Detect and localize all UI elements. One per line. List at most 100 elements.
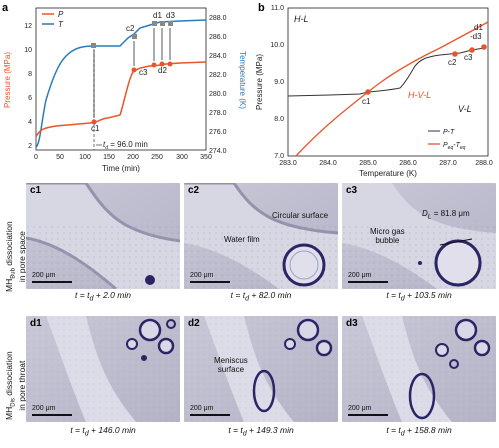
y-tick: 2 bbox=[28, 143, 32, 150]
region-hvl: H-V-L bbox=[408, 90, 431, 100]
svg-text:11.0: 11.0 bbox=[271, 5, 284, 12]
svg-text:288.0: 288.0 bbox=[475, 160, 493, 167]
label-c3: c3 bbox=[139, 68, 148, 77]
scale-bar bbox=[32, 281, 72, 283]
panel-a-right-ticks: 274.0 276.0 278.0 280.0 282.0 284.0 286.… bbox=[209, 15, 227, 155]
y2-tick: 280.0 bbox=[209, 91, 227, 98]
panel-a-x-ticks: 0 50 100 150 200 250 300 350 bbox=[34, 154, 212, 161]
svg-text:7.0: 7.0 bbox=[274, 153, 284, 160]
caption-c1: t = td + 2.0 min bbox=[75, 290, 131, 303]
svg-text:286.0: 286.0 bbox=[399, 160, 417, 167]
caption-c3: t = td + 103.5 min bbox=[386, 290, 452, 303]
scale-bar bbox=[32, 414, 72, 416]
y2-tick: 276.0 bbox=[209, 129, 227, 136]
panel-a-arrows bbox=[93, 28, 171, 118]
y2-tick: 288.0 bbox=[209, 15, 227, 22]
micrograph-d2: d2 200 μm Meniscus surface bbox=[184, 316, 338, 422]
micrograph-c2: c2 200 μm Circular surface Water film bbox=[184, 183, 338, 289]
y-tick: 12 bbox=[24, 23, 32, 30]
region-hl: H-L bbox=[294, 14, 309, 24]
scale-bar bbox=[348, 414, 388, 416]
marker-c2 bbox=[452, 51, 458, 57]
row-label-dispersed: MHDis dissociation in pore throat bbox=[4, 351, 27, 420]
marker-c1-t bbox=[91, 43, 96, 48]
micrograph-d3: d3 200 μm bbox=[342, 316, 496, 422]
label-d3: d3 bbox=[166, 11, 175, 20]
micrograph-c1: c1 200 μm bbox=[26, 183, 180, 289]
caption-c2: t = td + 82.0 min bbox=[230, 290, 292, 303]
scale-bar-label: 200 μm bbox=[348, 272, 372, 279]
micrograph-label: d1 bbox=[30, 318, 42, 329]
y2-tick: 284.0 bbox=[209, 53, 227, 60]
temperature-curve bbox=[35, 19, 207, 148]
panel-a-chart: a 2 4 6 8 10 12 274.0 276.0 278.0 280.0 … bbox=[2, 2, 247, 173]
marker-c1-p bbox=[91, 119, 97, 125]
scale-bar bbox=[190, 281, 230, 283]
panel-a-xlabel: Time (min) bbox=[102, 164, 140, 173]
svg-text:0: 0 bbox=[34, 154, 38, 161]
panel-b-xlabel: Temperature (K) bbox=[359, 169, 417, 178]
pt-path bbox=[287, 47, 485, 97]
panel-a-frame bbox=[35, 7, 207, 151]
caption-d3: t = td + 158.8 min bbox=[386, 425, 452, 438]
panel-b-frame bbox=[287, 7, 489, 157]
marker-c3 bbox=[469, 47, 475, 53]
micrograph-label: d2 bbox=[188, 318, 200, 329]
label-c3: c3 bbox=[464, 53, 473, 62]
y-tick: 10 bbox=[24, 47, 32, 54]
panel-b-x-ticks: 283.0 284.0 285.0 286.0 287.0 288.0 bbox=[279, 160, 493, 167]
micrograph-label: c3 bbox=[346, 185, 358, 196]
label-d3: -d3 bbox=[470, 32, 482, 41]
legend-t: T bbox=[58, 20, 64, 29]
note-water-film: Water film bbox=[224, 235, 260, 244]
svg-text:285.0: 285.0 bbox=[359, 160, 377, 167]
marker-c1 bbox=[365, 89, 371, 95]
caption-d2: t = td + 149.3 min bbox=[228, 425, 294, 438]
svg-text:150: 150 bbox=[103, 154, 115, 161]
svg-text:9.0: 9.0 bbox=[274, 79, 284, 86]
note-dl: DL = 81.8 μm bbox=[422, 209, 470, 221]
scale-bar-label: 200 μm bbox=[348, 405, 372, 412]
panel-a-left-ticks: 2 4 6 8 10 12 bbox=[24, 23, 32, 150]
svg-text:283.0: 283.0 bbox=[279, 160, 297, 167]
micrograph-label: d3 bbox=[346, 318, 358, 329]
y-tick: 8 bbox=[28, 71, 32, 78]
label-c2: c2 bbox=[448, 58, 457, 67]
scale-bar-label: 200 μm bbox=[190, 405, 214, 412]
y2-tick: 282.0 bbox=[209, 72, 227, 79]
marker-d1 bbox=[481, 44, 487, 50]
svg-text:250: 250 bbox=[151, 154, 163, 161]
label-d2: d2 bbox=[158, 66, 167, 75]
legend-eq: Peq-Teq bbox=[443, 142, 466, 151]
panel-b-y-ticks: 7.0 8.0 9.0 10.0 11.0 bbox=[270, 5, 284, 160]
marker-d1-p bbox=[151, 62, 157, 68]
marker-d2-p bbox=[159, 61, 165, 67]
svg-text:200: 200 bbox=[127, 154, 139, 161]
marker-d2-t bbox=[160, 21, 165, 26]
scale-bar-label: 200 μm bbox=[190, 272, 214, 279]
panel-a-letter: a bbox=[2, 2, 9, 14]
region-vl: V-L bbox=[458, 104, 472, 114]
scale-bar bbox=[190, 414, 230, 416]
micrograph-c3: c3 200 μm DL = 81.8 μm Micro gas bubble bbox=[342, 183, 496, 289]
marker-d3-t bbox=[168, 21, 173, 26]
marker-d1-t bbox=[152, 21, 157, 26]
y-tick: 4 bbox=[28, 119, 32, 126]
legend-pt: P-T bbox=[443, 129, 455, 136]
panel-b-chart: b 7.0 8.0 9.0 10.0 11.0 283.0 284.0 285.… bbox=[255, 2, 493, 178]
td-annotation: td = 96.0 min bbox=[103, 140, 148, 151]
label-d1: d1 bbox=[153, 11, 162, 20]
marker-c2-t bbox=[132, 34, 137, 39]
svg-text:100: 100 bbox=[79, 154, 91, 161]
equilibrium-curve bbox=[295, 21, 489, 157]
note-micro-gas-bubble: Micro gas bubble bbox=[370, 227, 405, 245]
note-circular-surface: Circular surface bbox=[272, 211, 329, 220]
label-c1: c1 bbox=[362, 97, 371, 106]
panel-b-letter: b bbox=[258, 2, 265, 14]
y-tick: 6 bbox=[28, 95, 32, 102]
micrograph-label: c2 bbox=[188, 185, 200, 196]
svg-text:300: 300 bbox=[176, 154, 188, 161]
y2-tick: 286.0 bbox=[209, 34, 227, 41]
marker-d3-p bbox=[167, 61, 173, 67]
svg-text:287.0: 287.0 bbox=[439, 160, 457, 167]
